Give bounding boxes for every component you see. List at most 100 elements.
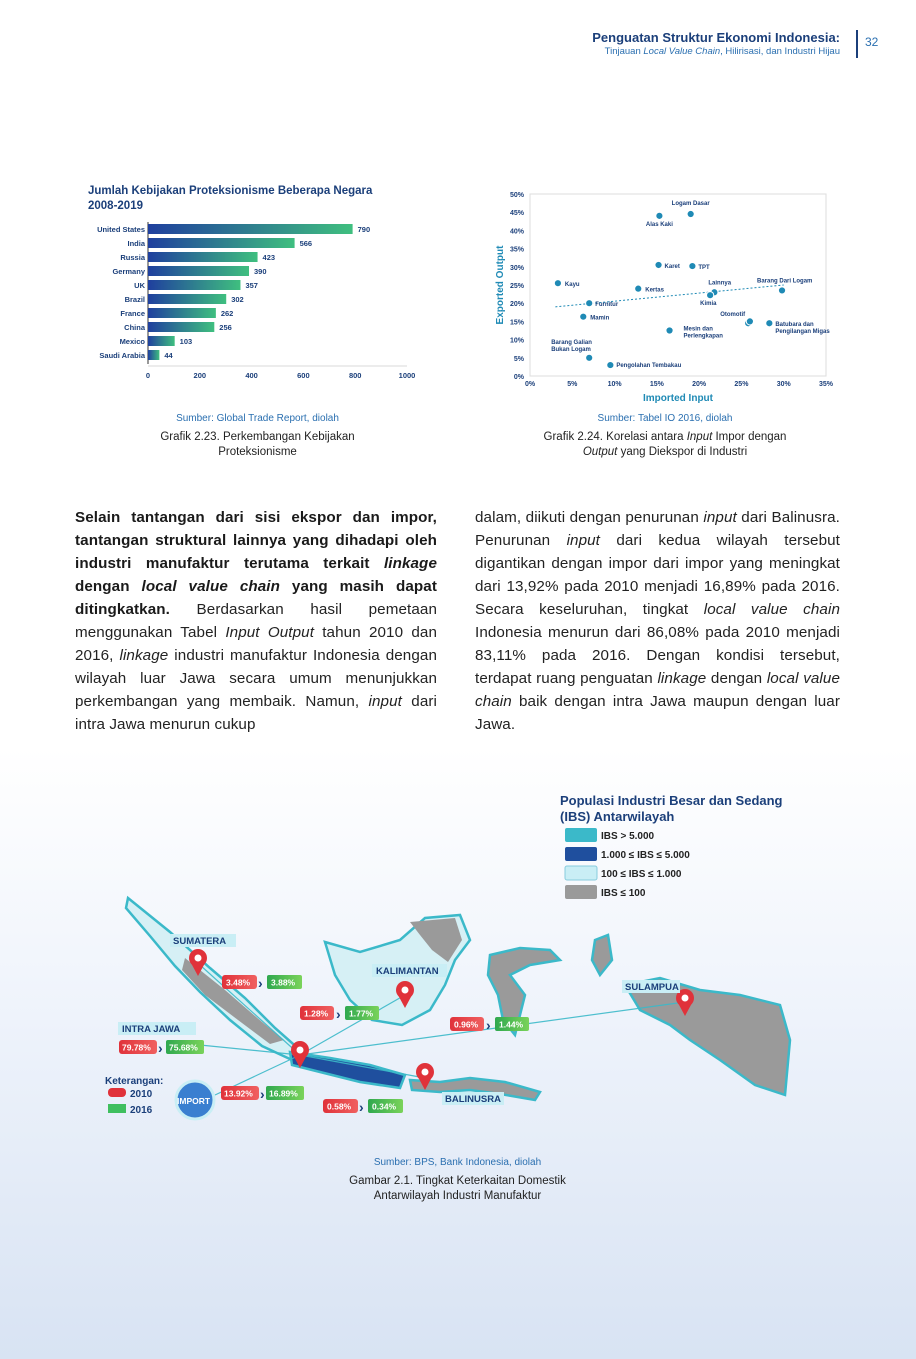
scatter-point-label: Kimia: [700, 301, 717, 307]
kalimantan-2010-badge: [300, 1006, 334, 1020]
scatter-x-tick-label: 30%: [777, 381, 792, 388]
fig2-source: Sumber: Tabel IO 2016, diolah: [597, 413, 733, 424]
protectionism-bar-chart: Jumlah Kebijakan Proteksionisme Beberapa…: [80, 178, 420, 383]
bar-value-label: 302: [231, 295, 244, 304]
fig2-caption-line1: Grafik 2.24. Korelasi antara Input Impor…: [490, 430, 840, 446]
bar-value-label: 256: [219, 323, 232, 332]
scatter-point: [553, 279, 563, 288]
body-right-t10: local value chain: [475, 670, 840, 710]
scatter-point-label: Logam Dasar: [672, 201, 711, 207]
scatter-y-tick-label: 5%: [514, 356, 525, 363]
fig2-cap-e: yang Diekspor di Industri: [617, 446, 748, 459]
sumatera-2010-badge: [222, 975, 257, 989]
bar-value-label: 44: [164, 351, 173, 360]
scatter-point-label: Mamin: [590, 316, 609, 322]
sulampua-2010-value: 0.96%: [454, 1020, 479, 1030]
bar-x-tick-label: 200: [194, 371, 207, 380]
bar-category-label: Russia: [120, 253, 145, 262]
bar: [148, 224, 353, 234]
bar: [148, 336, 175, 346]
keterangan-2010: 2010: [130, 1089, 153, 1100]
body-left-bold-4: local value chain: [141, 578, 280, 595]
bar-category-label: Mexico: [120, 337, 146, 346]
body-left-bold-5: yang masih dapat ditingkatkan.: [75, 578, 437, 618]
import-globe-icon: [174, 1079, 216, 1121]
fig2-caption: Sumber: Tabel IO 2016, diolah Grafik 2.2…: [490, 412, 840, 461]
bar-value-label: 103: [180, 337, 193, 346]
body-left-bold-3: dengan: [75, 578, 142, 595]
scatter-point: [585, 299, 594, 308]
body-right-t3: dari Balinusra. Penurunan: [475, 509, 840, 549]
map-caption-line2: Antarwilayah Industri Manufaktur: [373, 1190, 542, 1203]
fig1-source: Sumber: Global Trade Report, diolah: [176, 413, 339, 424]
maluku-islands: [590, 933, 614, 978]
bar-category-label: United States: [97, 225, 145, 234]
link-sumatera: [199, 964, 301, 1056]
scatter-y-tick-label: 40%: [510, 228, 525, 235]
fig1-caption: Sumber: Global Trade Report, diolah Graf…: [100, 412, 415, 461]
sulampua-label: SULAMPUA: [625, 982, 679, 993]
pin-sumatera: [189, 949, 207, 976]
scatter-y-tick-label: 25%: [510, 283, 525, 290]
fig1-caption-line1: Grafik 2.23. Perkembangan Kebijakan: [160, 430, 355, 443]
jawa-2016-badge: [166, 1040, 204, 1054]
body-right-t6: local value chain: [703, 601, 840, 618]
scatter-point-label: Lainnya: [708, 280, 731, 286]
sumatera-2016-badge: [267, 975, 302, 989]
import-label: IMPORT: [177, 1096, 211, 1106]
kalimantan-chevron: ›: [336, 1006, 341, 1022]
jawa-2010-value: 79.78%: [122, 1043, 151, 1053]
scatter-plot-area: [529, 193, 827, 377]
running-header: Penguatan Struktur Ekonomi Indonesia: Ti…: [592, 30, 840, 58]
balinusra-2016-value: 0.34%: [372, 1102, 397, 1112]
body-left-column: Selain tantangan dari sisi ekspor dan im…: [75, 506, 437, 736]
legend-swatch-3: [564, 865, 598, 881]
bar-category-label: France: [120, 309, 145, 318]
body-left-bold-2: linkage: [383, 555, 437, 572]
scatter-y-axis-label: Exported Output: [495, 245, 506, 325]
kalimantan-2010-value: 1.28%: [304, 1009, 329, 1019]
scatter-point-label: Karet: [665, 264, 680, 270]
scatter-point-label: Kayu: [565, 282, 580, 288]
legend-label-1: IBS > 5.000: [601, 831, 655, 842]
scatter-point-label: Batubara dan Pengilangan Migas: [775, 322, 830, 335]
body-right-t8: linkage: [657, 670, 707, 687]
link-sulampua: [299, 1001, 686, 1056]
intra-jawa-label: INTRA JAWA: [122, 1024, 180, 1035]
sulampua-label-bg: [622, 980, 680, 993]
jawa-island: [288, 1050, 407, 1090]
scatter-point: [579, 312, 588, 321]
scatter-y-tick-label: 15%: [510, 319, 525, 326]
sumatera-label-bg: [170, 934, 236, 947]
intra-jawa-label-bg: [118, 1022, 196, 1035]
scatter-point: [745, 317, 754, 326]
legend-label-2: 1.000 ≤ IBS ≤ 5.000: [601, 850, 690, 861]
bar-value-label: 357: [245, 281, 258, 290]
balinusra-label-bg: [442, 1092, 504, 1105]
body-left-t7: dari intra Jawa menurun cukup: [75, 693, 438, 733]
scatter-x-tick-label: 20%: [692, 381, 707, 388]
scatter-point: [585, 353, 594, 362]
scatter-point: [686, 209, 695, 219]
legend-swatch-2: [565, 847, 597, 861]
sumatera-2016-value: 3.88%: [271, 978, 296, 988]
header-subtitle-pre: Tinjauan: [604, 46, 644, 58]
bar: [148, 308, 216, 318]
sulawesi-island: [486, 946, 563, 1038]
papua-island: [623, 976, 792, 1097]
bar: [148, 350, 160, 360]
bar-chart-frame: [80, 178, 420, 383]
map-source: Sumber: BPS, Bank Indonesia, diolah: [373, 1157, 542, 1168]
body-right-t9: dengan: [706, 670, 767, 687]
fig2-cap-a: Grafik 2.24. Korelasi antara: [543, 430, 687, 443]
bar-value-label: 390: [254, 267, 267, 276]
sumatera-2010-value: 3.48%: [226, 978, 251, 988]
scatter-x-tick-label: 10%: [608, 381, 623, 388]
balinusra-chevron: ›: [359, 1099, 364, 1115]
scatter-point-label: Furnitur: [595, 302, 619, 308]
scatter-x-tick-label: 0%: [525, 381, 536, 388]
pin-jawa: [291, 1041, 309, 1068]
body-left-t6: input: [368, 693, 402, 710]
map-caption: Sumber: BPS, Bank Indonesia, diolah Gamb…: [300, 1156, 615, 1205]
scatter-point: [777, 286, 787, 295]
